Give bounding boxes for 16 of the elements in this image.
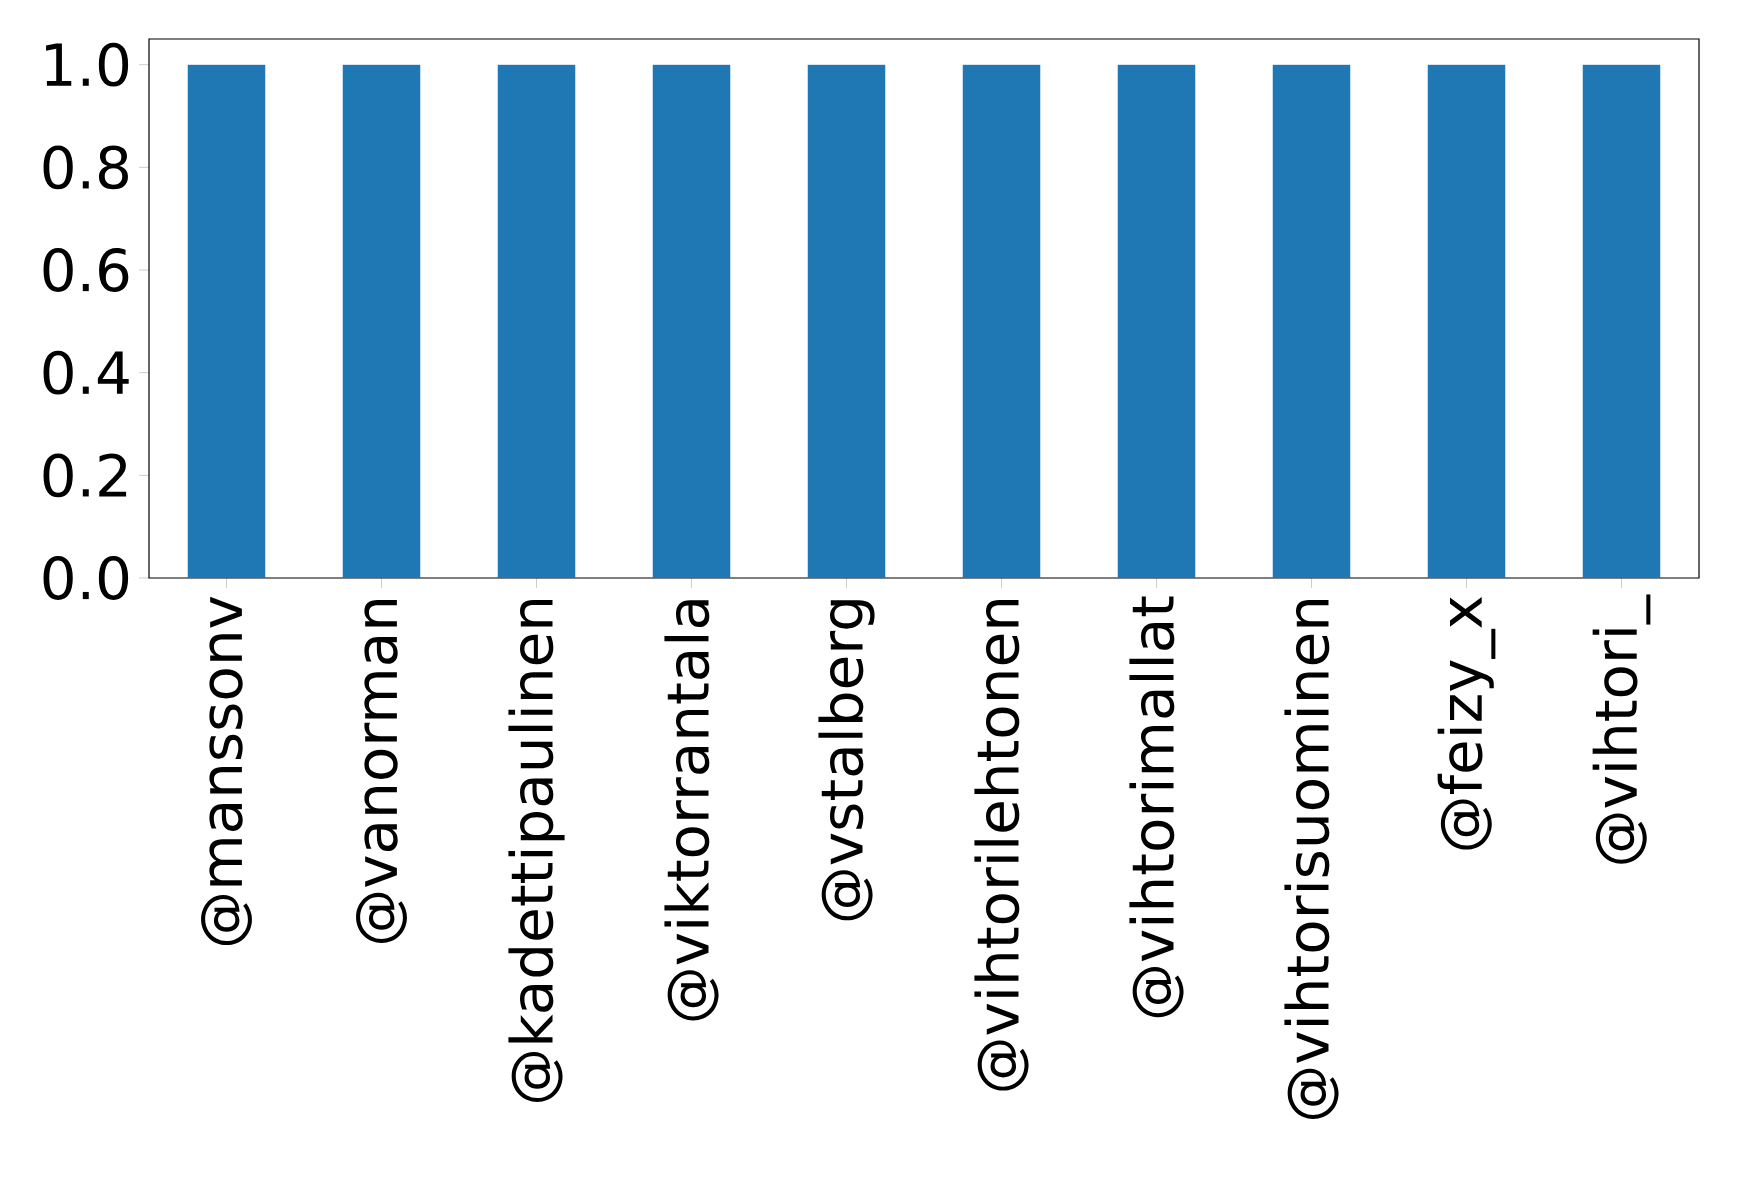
x-tick-label: @viktorrantala <box>664 600 719 1021</box>
x-tick-label: @vihtorisuominen <box>1284 599 1339 1119</box>
y-tick-label: 0.2 <box>43 453 127 498</box>
y-tick-label: 0.0 <box>43 556 129 600</box>
y-tick-label: 0.6 <box>43 248 129 292</box>
y-tick-label: 0.8 <box>43 145 128 190</box>
y-tick-label: 1.0 <box>46 42 129 87</box>
x-tick-label: @vstalberg <box>818 600 875 921</box>
x-tick-label: @manssonv <box>201 596 252 946</box>
x-tick-label: @vihtorilehtonen <box>974 599 1029 1091</box>
x-tick-label: @vanorman <box>356 599 407 943</box>
x-tick-label: @vihtori_ <box>1592 594 1651 864</box>
x-tick-label: @feizy_x <box>1437 596 1496 850</box>
x-tick-label: @kadettipaulinen <box>508 599 565 1103</box>
x-tick-label: @vihtorimallat <box>1129 596 1184 1018</box>
y-tick-label: 0.4 <box>43 350 129 395</box>
